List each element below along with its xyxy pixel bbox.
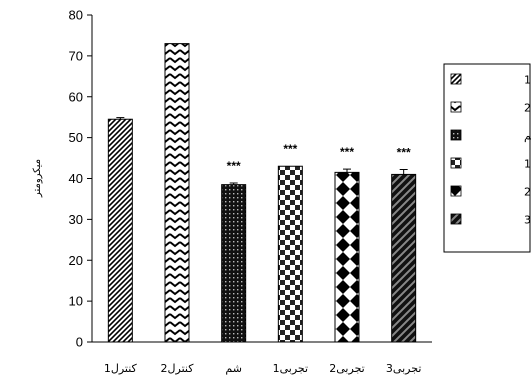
error-bar xyxy=(116,117,125,120)
x-tick-label: تجربی1 xyxy=(273,362,308,375)
legend-label: کنترل2 xyxy=(524,102,531,115)
y-tick-label: 80 xyxy=(69,8,83,23)
y-ticks: 0 10 20 30 40 50 60 70 80 xyxy=(69,8,92,350)
legend-swatch xyxy=(450,101,462,113)
error-bar xyxy=(343,168,351,173)
x-tick-label: کنترل1 xyxy=(104,362,138,375)
x-tick-label: کنترل2 xyxy=(161,362,195,375)
x-tick-label: تجربی3 xyxy=(386,362,421,375)
x-tick-label: تجربی2 xyxy=(329,362,364,375)
legend-swatch xyxy=(450,73,462,85)
legend-swatch xyxy=(450,157,462,169)
x-tick-labels: کنترل1 کنترل2 شم تجربی1 تجربی2 تجربی3 xyxy=(104,362,422,375)
y-tick-label: 20 xyxy=(69,253,83,268)
legend-label: تجربی3 xyxy=(524,214,531,227)
x-tick-label: شم xyxy=(225,362,242,375)
legend: کنترل1 کنترل2 شم تجربی1 تجربی2 تجربی3 xyxy=(443,63,531,253)
y-tick-label: 70 xyxy=(69,48,83,63)
bars: *** *** *** *** xyxy=(107,43,417,343)
y-tick-label: 30 xyxy=(69,212,83,227)
significance-label: *** xyxy=(340,145,354,159)
legend-label: کنترل1 xyxy=(524,74,531,87)
error-bar xyxy=(399,169,408,175)
significance-label: *** xyxy=(283,142,297,156)
y-tick-label: 0 xyxy=(76,335,83,350)
bar xyxy=(221,184,247,343)
y-axis-label: میکرومتر xyxy=(32,159,43,198)
y-tick-label: 40 xyxy=(69,171,83,186)
y-tick-label: 50 xyxy=(69,130,83,145)
bar xyxy=(164,43,190,343)
bar xyxy=(334,171,360,343)
legend-label: شم xyxy=(524,130,531,143)
y-tick-label: 60 xyxy=(69,89,83,104)
significance-label: *** xyxy=(397,146,411,160)
significance-label: *** xyxy=(227,159,241,173)
legend-label: تجربی2 xyxy=(524,186,531,199)
legend-swatch xyxy=(450,185,462,197)
y-tick-label: 10 xyxy=(69,294,83,309)
legend-swatch xyxy=(450,213,462,225)
error-bar xyxy=(229,182,238,185)
bar xyxy=(391,173,417,343)
bar xyxy=(277,165,303,343)
legend-label: تجربی1 xyxy=(524,158,531,171)
legend-swatch xyxy=(450,129,462,141)
bar xyxy=(107,118,133,343)
